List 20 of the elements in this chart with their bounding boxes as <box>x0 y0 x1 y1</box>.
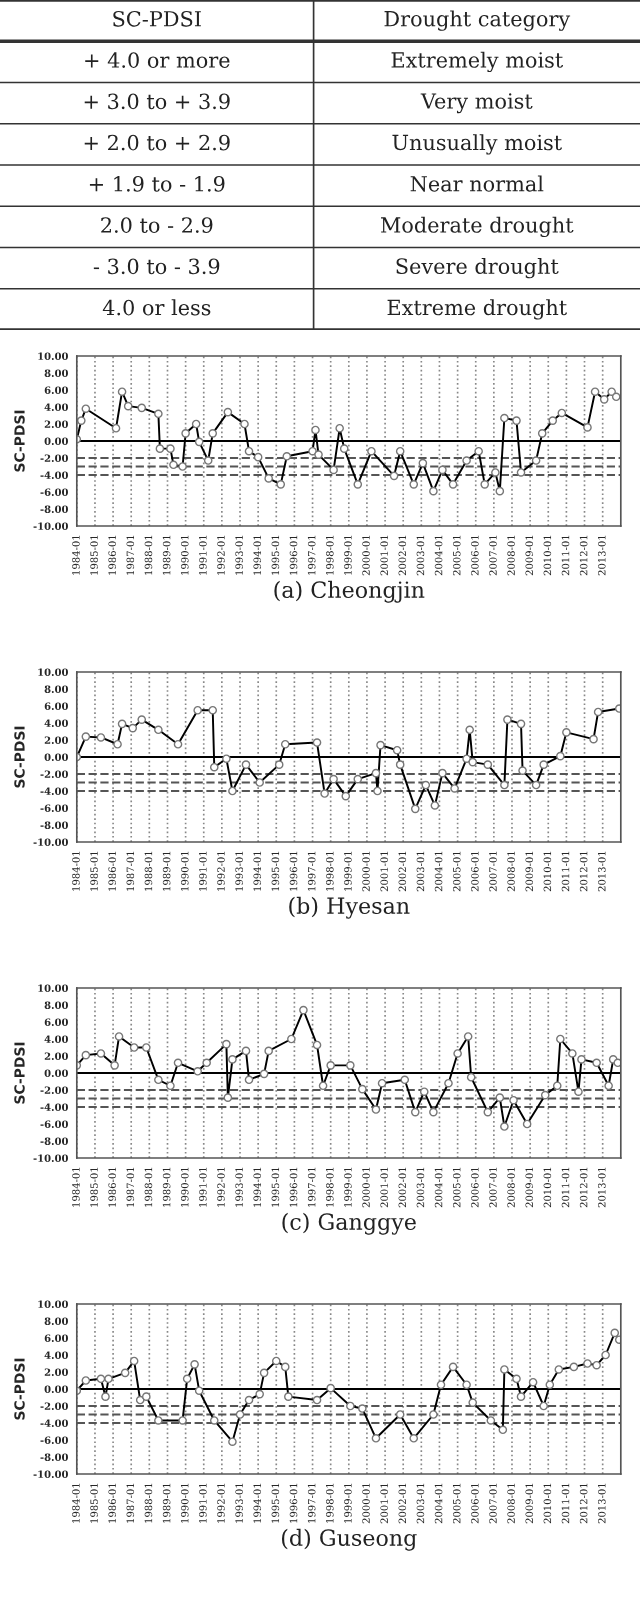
text: Near normal <box>410 175 544 192</box>
text: SC-PDSI <box>113 10 201 27</box>
text: + 2.0 to + 2.9 <box>84 134 230 151</box>
text: + 4.0 or more <box>85 52 230 68</box>
text: (c) Ganggye <box>282 1212 416 1235</box>
text: (b) Hyesan <box>289 896 410 919</box>
text: Extremely moist <box>391 51 564 73</box>
text: (a) Cheongjin <box>274 580 425 603</box>
text: Drought category <box>384 10 571 31</box>
text: Extreme drought <box>387 299 567 320</box>
text: 4.0 or less <box>102 299 211 316</box>
text: - 3.0 to - 3.9 <box>93 258 220 275</box>
text: Unusually moist <box>392 134 562 155</box>
text: 2.0 to - 2.9 <box>101 217 213 233</box>
text: Moderate drought <box>381 216 574 238</box>
text: Very moist <box>420 93 533 114</box>
text: Severe drought <box>396 257 559 279</box>
text: + 1.9 to - 1.9 <box>89 175 225 192</box>
text: (d) Guseong <box>281 1528 417 1551</box>
text: + 3.0 to + 3.9 <box>84 93 230 110</box>
